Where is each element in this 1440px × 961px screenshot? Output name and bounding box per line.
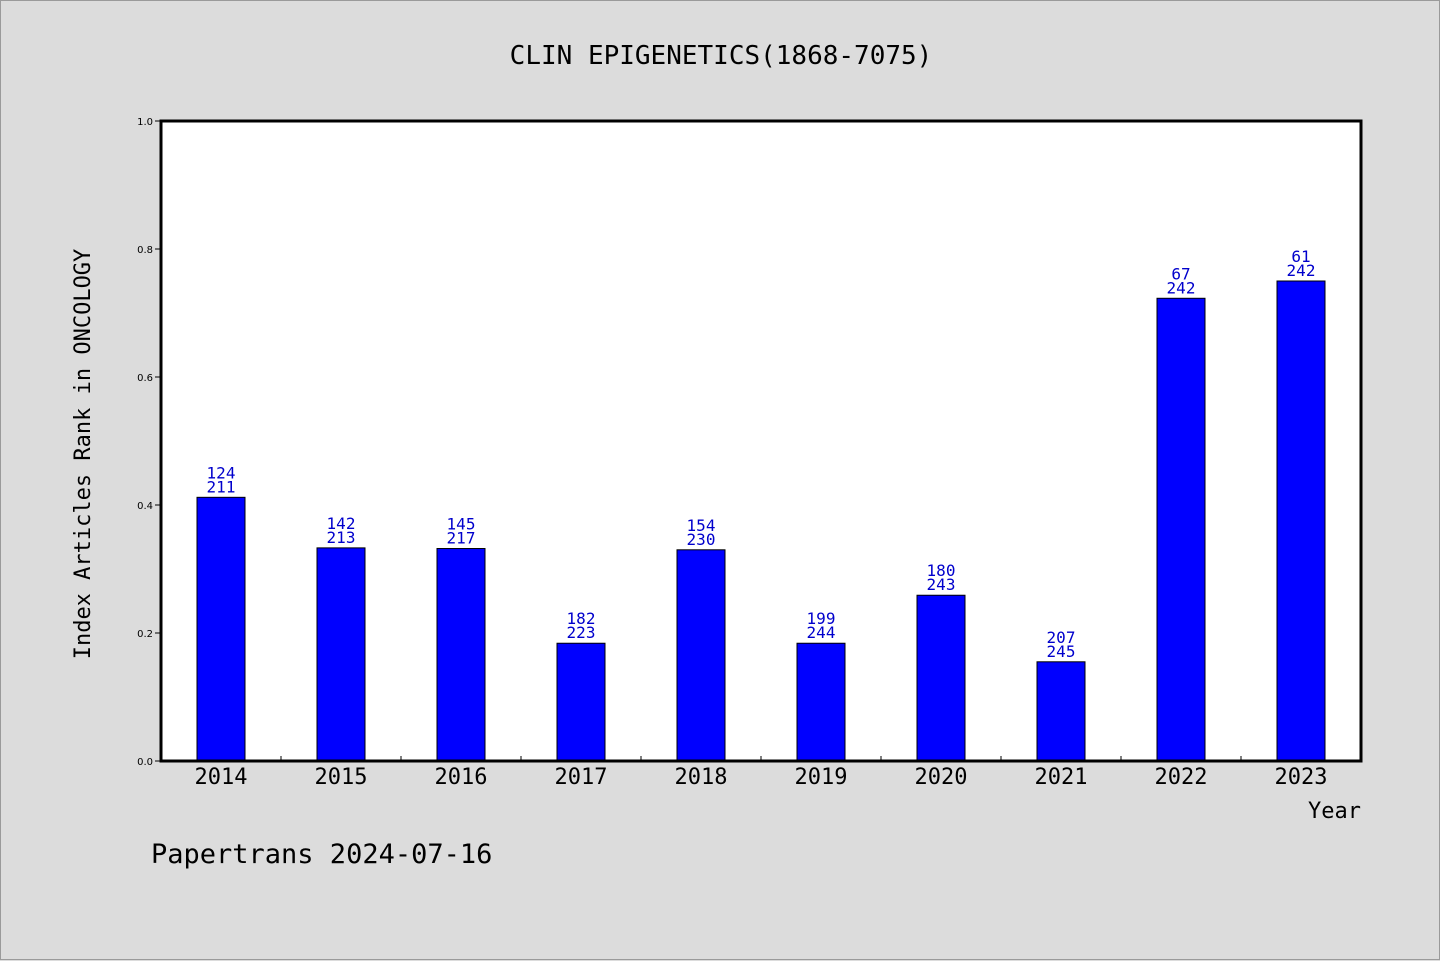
bar-label-top: 61: [1291, 247, 1310, 266]
bar-label-top: 199: [807, 609, 836, 628]
y-tick-label: 0.4: [137, 501, 153, 512]
x-tick-label: 2022: [1155, 765, 1208, 790]
bar-2023: [1276, 280, 1326, 762]
x-tick-label: 2020: [915, 765, 968, 790]
bar-2018: [676, 549, 726, 762]
bar-label-bottom: 244: [807, 623, 836, 642]
bar-label-top: 124: [207, 463, 236, 482]
x-tick-label: 2015: [315, 765, 368, 790]
x-tick-label: 2021: [1035, 765, 1088, 790]
bar-2019: [796, 642, 846, 762]
bar-label-top: 154: [687, 516, 716, 535]
bar-label-top: 67: [1171, 264, 1190, 283]
x-tick-label: 2014: [195, 765, 248, 790]
bar-label-bottom: 223: [567, 623, 596, 642]
bar-2015: [316, 547, 366, 762]
bar-label-bottom: 211: [207, 477, 236, 496]
bar-2014: [196, 496, 246, 762]
bar-label-bottom: 217: [447, 529, 476, 548]
x-tick-label: 2017: [555, 765, 608, 790]
plot-border: [159, 119, 1363, 763]
footer-text: Papertrans 2024-07-16: [151, 839, 492, 870]
bar-label-top: 142: [327, 514, 356, 533]
x-tick-label: 2016: [435, 765, 488, 790]
x-tick-label: 2019: [795, 765, 848, 790]
y-tick-label: 1.0: [137, 117, 153, 128]
x-tick-label: 2023: [1275, 765, 1328, 790]
bar-label-bottom: 230: [687, 530, 716, 549]
bar-label-bottom: 242: [1287, 261, 1316, 280]
bar-2022: [1156, 297, 1206, 762]
bar-2016: [436, 548, 486, 762]
bar-2017: [556, 642, 606, 762]
chart-title: CLIN EPIGENETICS(1868-7075): [510, 41, 933, 71]
x-axis-label: Year: [1308, 799, 1361, 824]
bar-label-bottom: 242: [1167, 278, 1196, 297]
bar-label-bottom: 243: [927, 575, 956, 594]
bar-label-bottom: 245: [1047, 642, 1076, 661]
bar-label-top: 207: [1047, 628, 1076, 647]
bar-label-bottom: 213: [327, 528, 356, 547]
bar-label-top: 145: [447, 515, 476, 534]
y-axis-label: Index Articles Rank in ONCOLOGY: [71, 249, 96, 660]
y-tick-label: 0.0: [137, 757, 153, 768]
bar-label-top: 182: [567, 609, 596, 628]
y-tick-label: 0.6: [137, 373, 153, 384]
bar-2020: [916, 594, 966, 762]
bar-2021: [1036, 661, 1086, 762]
bar-label-top: 180: [927, 561, 956, 580]
y-tick-label: 0.8: [137, 245, 153, 256]
x-tick-label: 2018: [675, 765, 728, 790]
y-tick-label: 0.2: [137, 629, 153, 640]
